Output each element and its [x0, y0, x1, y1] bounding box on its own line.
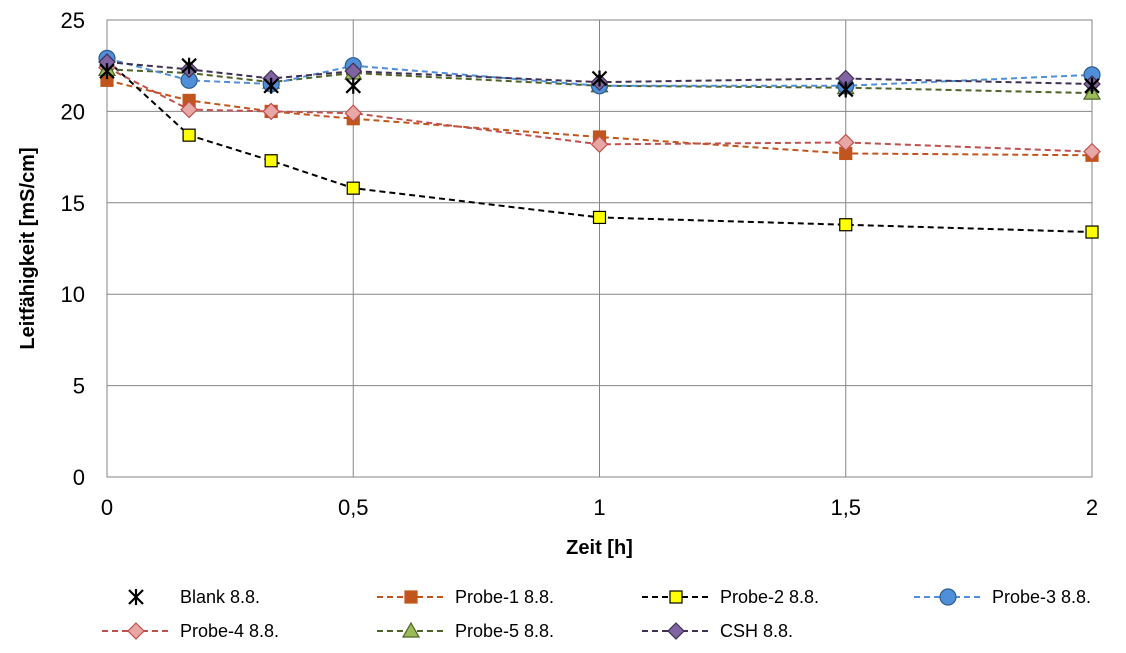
data-point — [346, 181, 360, 195]
data-point — [262, 102, 280, 121]
legend-item: Probe-1 8.8. — [377, 587, 554, 607]
x-axis-title: Zeit [h] — [566, 537, 633, 559]
legend-marker — [127, 622, 145, 640]
legend-label: Probe-1 8.8. — [455, 587, 554, 607]
legend-marker — [939, 588, 957, 606]
legend-item: Probe-2 8.8. — [642, 587, 819, 607]
data-point — [837, 81, 854, 98]
legend-label: Probe-4 8.8. — [180, 621, 279, 641]
legend-marker — [404, 590, 418, 604]
data-point — [264, 154, 278, 168]
y-tick-label: 20 — [61, 99, 85, 124]
y-tick-label: 25 — [61, 8, 85, 33]
legend-marker — [667, 622, 685, 640]
x-tick-label: 0 — [101, 495, 113, 520]
y-axis-title: Leitfähigkeit [mS/cm] — [17, 147, 39, 349]
data-point — [180, 100, 198, 119]
x-tick-label: 0,5 — [338, 495, 369, 520]
data-point — [345, 77, 362, 94]
series-1 — [99, 57, 1100, 98]
legend-item: Probe-3 8.8. — [914, 587, 1091, 607]
data-point — [591, 70, 608, 87]
y-axis-tick-labels: 0 5 10 15 20 25 — [61, 8, 85, 490]
data-point — [263, 77, 279, 94]
y-tick-label: 10 — [61, 282, 85, 307]
legend-marker — [401, 621, 421, 638]
series-5 — [98, 58, 1101, 161]
legend-label: CSH 8.8. — [720, 621, 793, 641]
data-point — [590, 135, 609, 154]
legend-marker — [669, 590, 683, 604]
data-point — [839, 218, 853, 232]
legend-label: Probe-5 8.8. — [455, 621, 554, 641]
series-layer — [97, 49, 1102, 239]
y-tick-label: 5 — [73, 374, 85, 399]
data-point — [836, 133, 855, 152]
legend-label: Blank 8.8. — [180, 587, 260, 607]
legend-item: Probe-4 8.8. — [102, 621, 279, 641]
legend-item: CSH 8.8. — [642, 621, 793, 641]
data-point — [182, 128, 196, 142]
legend-label: Probe-2 8.8. — [720, 587, 819, 607]
data-point — [1084, 77, 1100, 94]
data-point — [592, 210, 607, 225]
x-tick-label: 1 — [593, 495, 605, 520]
x-tick-label: 2 — [1086, 495, 1098, 520]
legend-marker — [128, 589, 144, 605]
x-axis-tick-labels: 0 0,5 1 1,5 2 — [101, 495, 1098, 520]
y-tick-label: 0 — [73, 465, 85, 490]
plot-area-frame — [106, 19, 1093, 478]
legend-item: Probe-5 8.8. — [377, 621, 554, 641]
data-point — [1083, 142, 1101, 161]
y-tick-label: 15 — [61, 191, 85, 216]
data-point — [99, 63, 115, 80]
data-point — [344, 104, 363, 123]
data-point — [1085, 225, 1099, 239]
legend-item: Blank 8.8. — [128, 587, 260, 607]
legend: Blank 8.8. Probe-1 8.8. Probe-2 8.8. Probe-… — [102, 587, 1091, 641]
x-tick-label: 1,5 — [830, 495, 861, 520]
legend-label: Probe-3 8.8. — [992, 587, 1091, 607]
data-point — [181, 57, 197, 74]
series-3 — [100, 53, 1099, 239]
